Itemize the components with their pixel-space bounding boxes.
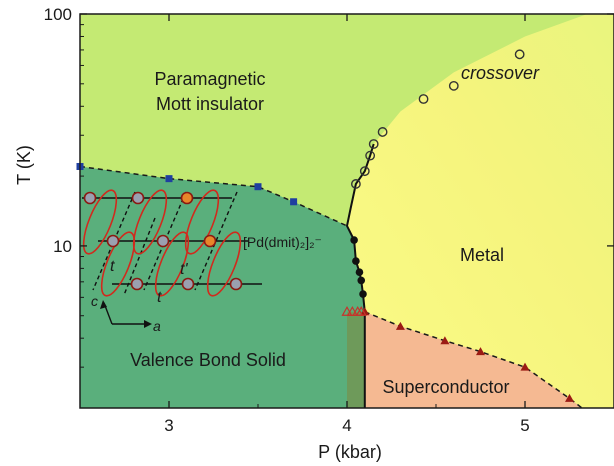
inset-node [156,234,170,248]
mott-boundary-dashed [80,165,348,227]
data-point-square [254,183,262,191]
data-point-open-circle [377,127,388,137]
data-point-open-circle [365,150,376,161]
x-tick-label: 5 [520,416,529,435]
data-point-filled-triangle [565,393,574,402]
inset-node [180,191,194,205]
inset-node [181,277,195,291]
data-point-open-triangle [346,306,358,316]
data-point-open-circle [359,166,370,177]
inset-axis-a: a [153,318,161,334]
paramagnetic-label-line1: Paramagnetic [154,69,265,89]
inset-node [130,277,144,291]
inset-label-t-prime: t' [180,261,188,278]
y-axis-title: T (K) [14,145,34,185]
metal-region [347,14,614,408]
data-point-square [165,175,173,183]
data-point-open-circle [350,179,361,189]
inset-node [106,234,120,248]
y-tick-label: 10 [53,237,72,256]
paramagnetic-label-line2: Mott insulator [156,94,264,114]
x-tick-label: 4 [342,416,351,435]
data-point-filled-triangle [360,307,370,316]
inset-node [203,234,217,248]
data-point-filled-circle [355,268,364,277]
crossover-label: crossover [461,63,540,83]
data-point-open-triangle [355,306,367,316]
inset-label-t-2: t [157,289,162,306]
inset-molecule-label: [Pd(dmit)₂]₂⁻ [243,234,322,250]
data-point-open-circle [418,94,429,104]
vbs-label: Valence Bond Solid [130,350,286,370]
x-tick-label: 3 [164,416,173,435]
data-point-filled-triangle [520,362,530,371]
data-point-filled-circle [359,290,367,298]
data-point-open-circle [448,80,459,91]
data-point-filled-triangle [440,336,450,345]
data-point-open-triangle [341,306,353,316]
data-point-filled-triangle [476,347,485,356]
x-axis-title: P (kbar) [318,442,382,462]
inset-axis-c: c [91,293,98,309]
inset-node [131,191,145,205]
data-point-open-circle [514,49,525,60]
data-point-filled-circle [357,276,366,285]
lattice-inset: [Pd(dmit)₂]₂⁻ t t' t c a [82,189,322,334]
superconductor-region [364,311,582,408]
data-point-filled-triangle [395,321,405,330]
data-point-filled-circle [352,257,360,265]
inset-node [83,191,97,205]
data-point-open-circle [368,139,379,149]
data-point-filled-circle [350,236,358,244]
inset-node [229,277,243,291]
data-point-square [290,198,298,206]
superconductor-label: Superconductor [382,377,509,397]
y-tick-label: 100 [44,5,72,24]
inset-label-t-1: t [110,258,115,275]
metal-label: Metal [460,245,504,265]
coexistence-strip [347,311,365,408]
